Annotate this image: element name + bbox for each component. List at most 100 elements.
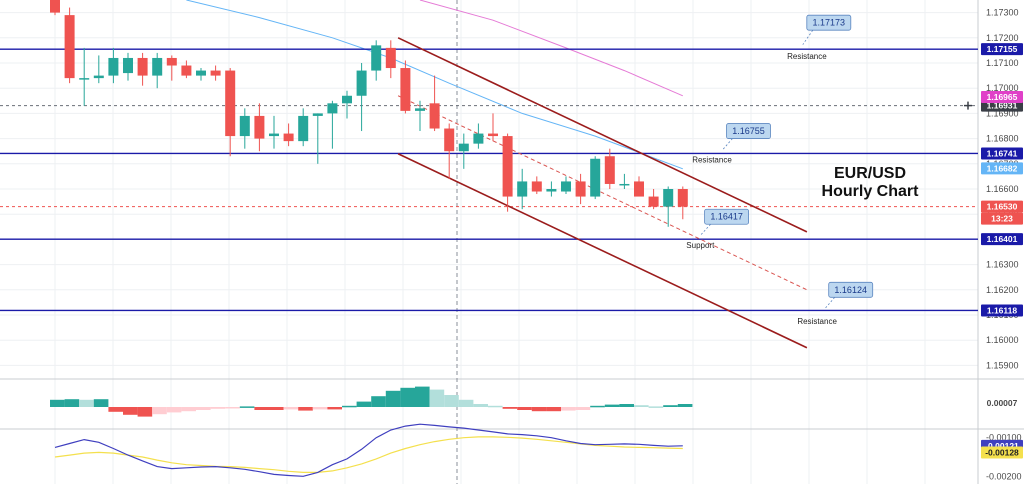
histogram-bar: [312, 407, 328, 410]
histogram-bar: [634, 405, 649, 407]
oscillator-tick-label: -0.00200: [986, 471, 1022, 481]
histogram-bar: [210, 407, 226, 409]
histogram-bar: [575, 407, 591, 410]
histogram-bar: [137, 407, 153, 417]
level-tag: [981, 43, 1023, 56]
candle-body: [79, 78, 90, 80]
moving-average-slow: [419, 0, 683, 97]
histogram-bar: [400, 387, 415, 407]
axis-tag-label: 1.16530: [987, 202, 1018, 212]
histogram-bar: [517, 407, 532, 410]
candle-body: [181, 65, 192, 76]
price-callout-label: 1.17173: [813, 18, 846, 28]
signal-value-tag-label: -0.00128: [985, 448, 1019, 458]
axis-tag: [981, 91, 1023, 104]
candle-body: [561, 181, 571, 192]
callout-pointer: [722, 138, 733, 151]
candle-body: [356, 70, 367, 96]
histogram-bar: [108, 407, 123, 412]
candle-body: [575, 181, 586, 197]
histogram-bar: [166, 407, 182, 413]
histogram-bar: [327, 407, 342, 410]
candle-body: [93, 75, 104, 79]
candle-body: [210, 70, 221, 76]
candlesticks: [50, 0, 688, 227]
candle-body: [531, 181, 542, 192]
price-callout: [828, 281, 874, 298]
histogram-bar: [283, 407, 299, 410]
candle-body: [283, 133, 294, 142]
price-tick-label: 1.17100: [986, 58, 1019, 68]
countdown-label: 13:23: [991, 214, 1013, 224]
price-tick-label: 1.17300: [986, 8, 1019, 18]
candle-body: [239, 115, 250, 137]
channel-lower-line: [397, 152, 808, 349]
candle-body: [502, 136, 513, 197]
candle-body: [546, 189, 557, 192]
candle-body: [152, 57, 163, 76]
histogram-bar: [239, 406, 255, 408]
price-tick-label: 1.16800: [986, 134, 1019, 144]
histogram-bar: [93, 399, 109, 407]
candle-body: [429, 103, 440, 129]
candle-body: [298, 115, 309, 142]
candle-body: [327, 103, 338, 114]
histogram-bar: [488, 405, 503, 408]
annotation-label: Resistance: [692, 156, 732, 165]
countdown-tag: [981, 212, 1023, 225]
signal-value-tag: [981, 446, 1023, 459]
histogram-tick: [981, 396, 1023, 409]
candle-body: [619, 183, 630, 186]
candle-body: [196, 70, 206, 76]
histogram-bar: [254, 407, 269, 410]
histogram-bar: [50, 399, 65, 407]
candle-body: [488, 133, 498, 137]
histogram-bar: [663, 405, 678, 407]
channel-mid-line: [397, 95, 808, 291]
oscillator-pane: [54, 423, 683, 477]
histogram-bar: [371, 396, 386, 407]
histogram-pane: [50, 386, 693, 417]
histogram-bar: [677, 404, 693, 407]
histogram-bar: [458, 399, 474, 407]
price-callout-label: 1.16124: [834, 285, 867, 295]
signal-line: [54, 436, 683, 473]
axis-tag: [981, 200, 1023, 213]
histogram-bar: [531, 407, 547, 412]
histogram-bar: [342, 405, 357, 408]
histogram-bar: [64, 399, 80, 407]
price-callout: [704, 208, 749, 225]
candle-body: [371, 45, 382, 71]
histogram-bar: [356, 401, 372, 407]
candle-body: [50, 0, 60, 13]
price-tick-label: 1.16200: [986, 285, 1019, 295]
level-tag-label: 1.17155: [987, 44, 1018, 54]
price-tick-label: 1.16900: [986, 108, 1019, 118]
candle-body: [137, 57, 148, 76]
macd-value-tag-label: -0.00121: [985, 441, 1019, 451]
histogram-bar: [429, 389, 445, 407]
annotation-label: Resistance: [787, 52, 827, 61]
price-tick-label: 1.17000: [986, 83, 1019, 93]
price-axis: 1.17300 1.17200 1.17100 1.17000 1.16900 1.168…: [964, 8, 1023, 481]
candle-body: [400, 68, 411, 111]
level-tag: [981, 304, 1023, 317]
candle-body: [312, 113, 323, 116]
candle-body: [108, 57, 119, 76]
level-tag-label: 1.16741: [987, 148, 1018, 158]
histogram-bar: [385, 390, 401, 407]
histogram-bar: [196, 407, 211, 410]
price-callout-label: 1.16755: [732, 126, 765, 136]
annotations: 1.17173 1.16755 1.16417 1.16124 Resistance Re…: [686, 14, 874, 326]
candle-body: [166, 57, 177, 66]
moving-average-fast: [186, 0, 683, 170]
price-callout: [726, 123, 771, 139]
histogram-bar: [79, 399, 94, 407]
candle-body: [604, 156, 615, 184]
overlay-lines: [0, 0, 978, 349]
candle-body: [385, 47, 396, 69]
histogram-bar: [546, 407, 561, 412]
candle-body: [254, 115, 265, 139]
